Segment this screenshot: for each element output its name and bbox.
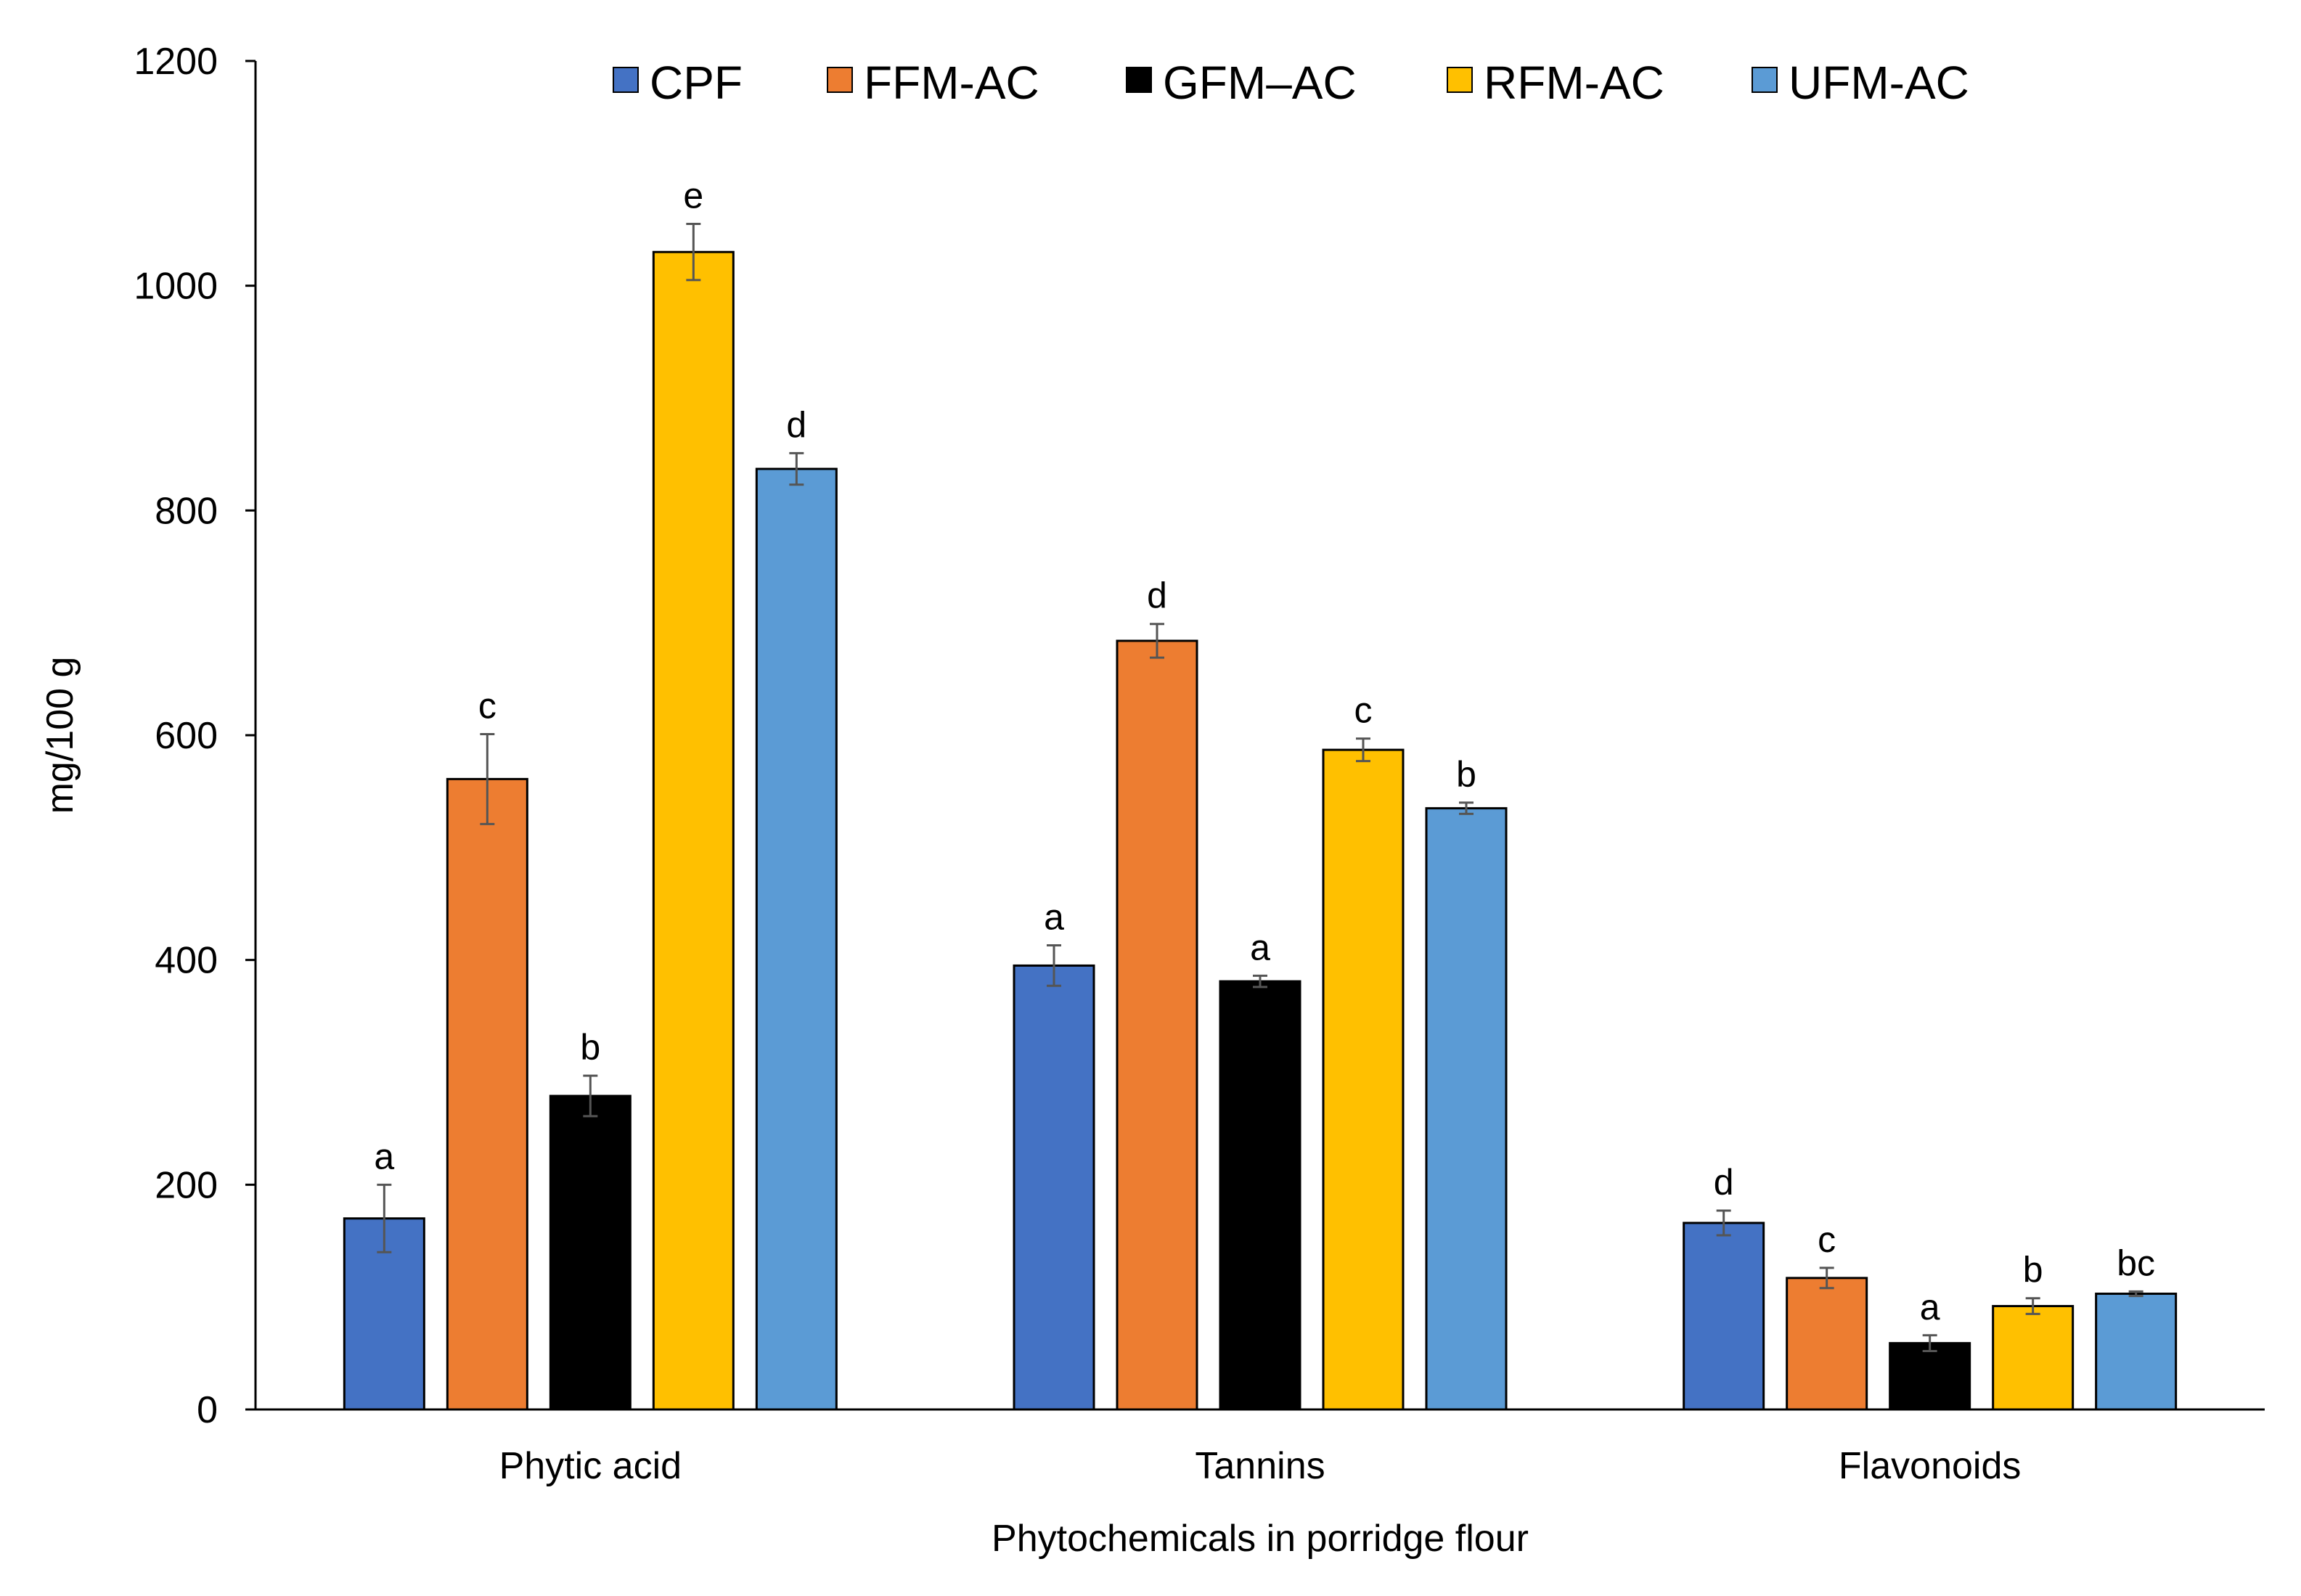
significance-label: d: [1714, 1162, 1734, 1203]
bar: [1013, 964, 1095, 1411]
significance-label: c: [478, 685, 496, 726]
legend-swatch: [1447, 67, 1473, 93]
legend-label: CPF: [650, 57, 743, 109]
legend-label: GFM–AC: [1163, 57, 1357, 109]
bar: [1425, 807, 1508, 1411]
legend-swatch: [1126, 67, 1152, 93]
y-tick-label: 0: [197, 1389, 218, 1431]
x-category-label: Phytic acid: [499, 1445, 682, 1487]
bar: [652, 250, 735, 1411]
bar: [1889, 1342, 1971, 1411]
significance-label: a: [1250, 927, 1270, 967]
y-tick-label: 600: [155, 715, 218, 757]
significance-label: a: [1920, 1287, 1940, 1327]
x-axis-title: Phytochemicals in porridge flour: [992, 1518, 1529, 1560]
significance-label: b: [1456, 754, 1476, 795]
x-axis-category-labels: Phytic acid Tannins Flavonoids: [499, 1445, 2022, 1487]
bar: [1322, 748, 1405, 1411]
y-tick-label: 1200: [134, 41, 218, 83]
x-category-label: Flavonoids: [1839, 1445, 2021, 1487]
y-axis-title: mg/100 g: [39, 657, 81, 814]
significance-label: a: [1044, 897, 1064, 938]
bars: a c b e d a d a c b d c a b bc: [343, 176, 2178, 1411]
bar: [755, 467, 838, 1411]
bar: [2095, 1293, 2178, 1411]
significance-label: c: [1354, 690, 1373, 731]
bar: [549, 1094, 632, 1411]
y-tick-label: 1000: [134, 266, 218, 308]
significance-label: a: [374, 1136, 394, 1176]
significance-label: d: [786, 404, 806, 445]
legend-label: RFM-AC: [1484, 57, 1664, 109]
significance-label: d: [1147, 576, 1167, 616]
significance-label: e: [683, 176, 703, 216]
y-tick-label: 400: [155, 940, 218, 982]
bar: [1786, 1277, 1868, 1411]
legend-swatch: [1752, 67, 1778, 93]
bar: [1683, 1221, 1765, 1411]
x-category-label: Tannins: [1195, 1445, 1325, 1487]
significance-label: b: [580, 1027, 600, 1068]
legend-label: UFM-AC: [1789, 57, 1969, 109]
legend: CPF FFM-AC GFM–AC RFM-AC UFM-AC: [613, 57, 1969, 109]
bar: [1992, 1305, 2075, 1411]
bar: [1116, 639, 1198, 1411]
significance-label: bc: [2117, 1243, 2155, 1283]
legend-swatch: [827, 67, 853, 93]
significance-label: b: [2023, 1250, 2043, 1290]
y-tick-label: 800: [155, 490, 218, 532]
bar: [446, 777, 528, 1411]
y-axis-ticks: 0 200 400 600 800 1000 1200: [134, 41, 256, 1431]
bar: [1219, 980, 1301, 1411]
y-tick-label: 200: [155, 1164, 218, 1206]
significance-label: c: [1818, 1219, 1836, 1260]
legend-label: FFM-AC: [864, 57, 1039, 109]
legend-swatch: [613, 67, 639, 93]
